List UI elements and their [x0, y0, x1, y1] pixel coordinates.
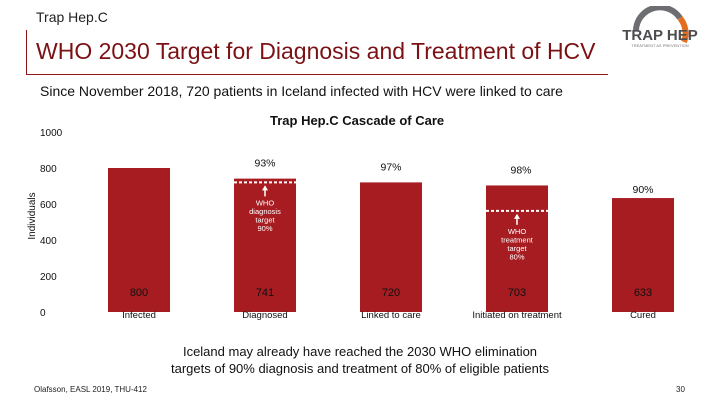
- conclusion-line-1: Iceland may already have reached the 203…: [182, 344, 538, 359]
- logo-tagline: TREATMENT AS PREVENTION: [631, 43, 689, 48]
- top-bar: [0, 0, 720, 30]
- y-tick-label: 0: [40, 308, 46, 319]
- percent-label: 90%: [632, 184, 653, 196]
- slide-title: WHO 2030 Target for Diagnosis and Treatm…: [36, 38, 596, 64]
- slide-subtitle: Since November 2018, 720 patients in Ice…: [40, 83, 563, 99]
- value-label: 633: [634, 287, 652, 299]
- percent-label: 93%: [254, 158, 275, 170]
- category-label: Infected: [122, 310, 156, 321]
- bar-5: [612, 198, 674, 312]
- y-tick-label: 600: [40, 200, 57, 211]
- title-rule-left: [26, 30, 27, 75]
- target-annotation-text: target: [255, 215, 275, 224]
- conclusion-text: Iceland may already have reached the 203…: [0, 343, 720, 377]
- value-label: 741: [256, 287, 274, 299]
- target-arrow-head: [514, 213, 520, 219]
- trap-hep-logo: TRAP HEP TREATMENT AS PREVENTION: [622, 6, 698, 48]
- bar-2: [234, 178, 296, 312]
- value-label: 800: [130, 287, 148, 299]
- page-number: 30: [676, 385, 685, 394]
- percent-label: 97%: [380, 161, 401, 173]
- bar-3: [360, 182, 422, 312]
- logo-arc-gray: [633, 6, 683, 31]
- target-annotation-text: diagnosis: [249, 207, 281, 216]
- percent-label: 98%: [510, 164, 531, 176]
- y-tick-label: 200: [40, 272, 57, 283]
- chart-title: Trap Hep.C Cascade of Care: [270, 113, 445, 128]
- category-label: Diagnosed: [242, 310, 287, 321]
- cascade-chart: Individuals 0 200 400 600 800 1000 800 741 720 703…: [27, 128, 674, 321]
- target-arrow-head: [262, 185, 268, 191]
- logo-text: TRAP HEP: [622, 27, 698, 44]
- target-annotation-text: treatment: [501, 235, 534, 244]
- target-annotation-text: WHO: [256, 198, 274, 207]
- y-tick-label: 400: [40, 236, 57, 247]
- category-label: Initiated on treatment: [472, 310, 562, 321]
- y-tick-label: 1000: [40, 128, 63, 139]
- header-label: Trap Hep.C: [36, 9, 108, 25]
- target-annotation-text: target: [507, 244, 527, 253]
- category-label: Linked to care: [361, 310, 421, 321]
- y-axis-label: Individuals: [27, 192, 38, 239]
- bar-4: [486, 185, 548, 312]
- logo-arc-orange: [677, 16, 689, 44]
- title-rule: [26, 74, 608, 75]
- target-annotation-text: 90%: [257, 224, 272, 233]
- value-label: 703: [508, 287, 526, 299]
- category-label: Cured: [630, 310, 656, 321]
- y-tick-label: 800: [40, 164, 57, 175]
- reference-citation: Olafsson, EASL 2019, THU-412: [34, 385, 147, 394]
- conclusion-line-2: targets of 90% diagnosis and treatment o…: [171, 361, 549, 376]
- target-annotation-text: 80%: [509, 252, 524, 261]
- target-annotation-text: WHO: [508, 227, 526, 236]
- value-label: 720: [382, 287, 400, 299]
- bar-1: [108, 168, 170, 312]
